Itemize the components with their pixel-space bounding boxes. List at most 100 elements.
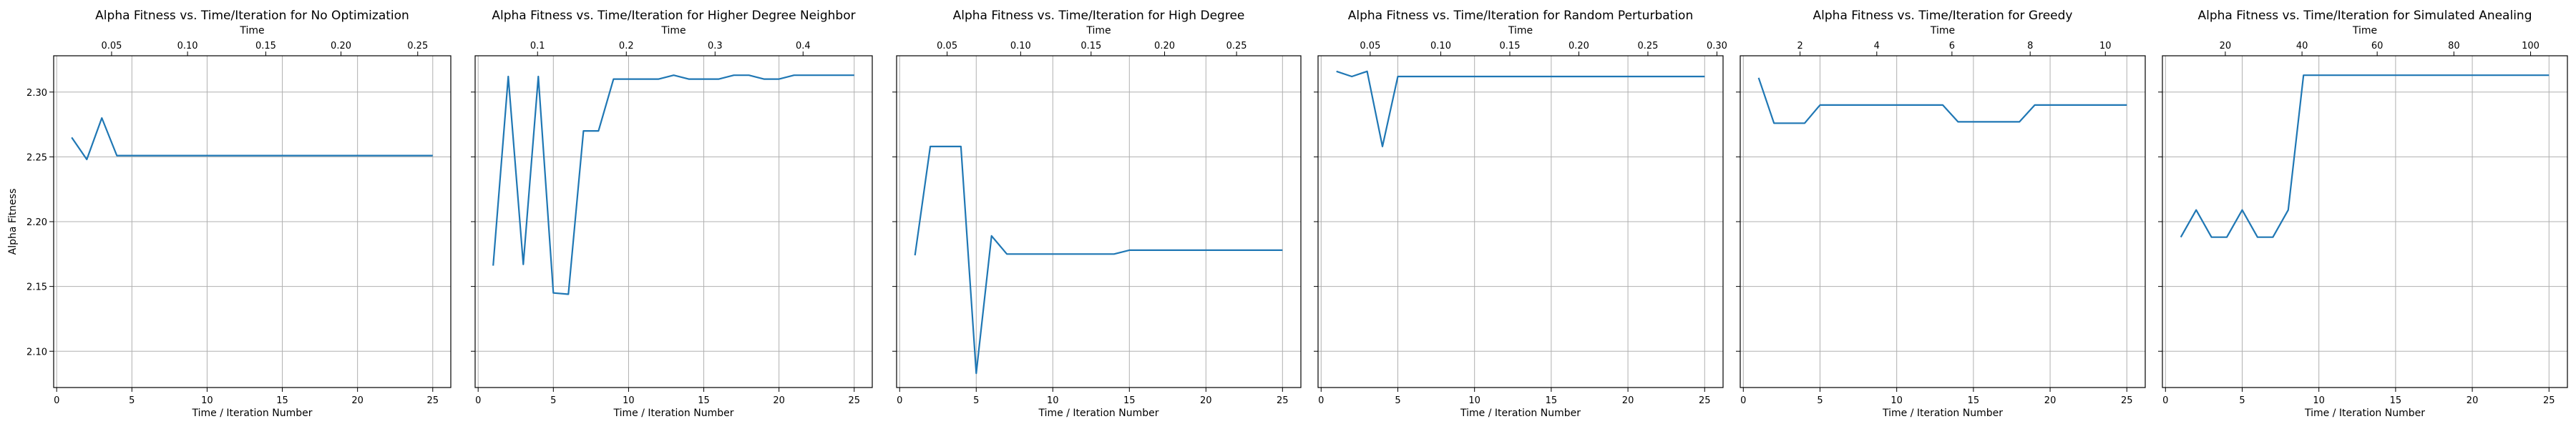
x-tick-label: 0 <box>54 395 59 406</box>
x-tick-label: 10 <box>1047 395 1059 406</box>
top-tick-label: 10 <box>2099 41 2112 51</box>
x-tick-label: 5 <box>1817 395 1823 406</box>
x-tick-label: 25 <box>2121 395 2133 406</box>
x-tick-label: 25 <box>426 395 439 406</box>
chart-title: Alpha Fitness vs. Time/Iteration for Ran… <box>1348 9 1693 23</box>
top-axis-label: Time <box>1508 25 1533 36</box>
series-line-1 <box>914 145 1283 375</box>
chart-panel-1: 0 5 10 15 20 25 0.05 0.10 0.15 0.20 0.25 2.10 2.15 2.… <box>7 9 452 419</box>
top-axis-label: Time <box>1930 25 1955 36</box>
x-tick-label: 5 <box>973 395 979 406</box>
x-tick-label: 0 <box>475 395 481 406</box>
chart-title: Alpha Fitness vs. Time/Iteration for No … <box>95 9 409 23</box>
x-axis-label: Time / Iteration Number <box>613 408 734 419</box>
top-tick-label: 0.15 <box>1500 41 1521 51</box>
top-tick-label: 40 <box>2296 41 2308 51</box>
chart-title: Alpha Fitness vs. Time/Iteration for Gre… <box>1813 9 2073 23</box>
top-tick-label: 0.20 <box>331 41 351 51</box>
chart-panel-2: 0 5 10 15 20 25 0.1 0.2 0.3 0.4 Alpha Fitness vs. … <box>471 9 873 419</box>
top-tick-label: 0.10 <box>1430 41 1451 51</box>
top-axis-label: Time <box>1085 25 1111 36</box>
top-tick-label: 0.05 <box>937 41 957 51</box>
x-tick-label: 15 <box>276 395 288 406</box>
series-line-1 <box>2180 74 2550 238</box>
y-axis-label: Alpha Fitness <box>7 189 19 255</box>
x-tick-label: 10 <box>1468 395 1480 406</box>
x-tick-label: 20 <box>1200 395 1212 406</box>
x-tick-label: 20 <box>351 395 364 406</box>
top-tick-label: 0.25 <box>1637 41 1658 51</box>
series-line-1 <box>492 74 854 295</box>
y-tick-label: 2.15 <box>26 282 47 293</box>
x-tick-label: 20 <box>2467 395 2479 406</box>
x-tick-label: 5 <box>2239 395 2245 406</box>
x-tick-label: 15 <box>698 395 710 406</box>
top-tick-label: 0.2 <box>619 41 634 51</box>
top-tick-label: 0.20 <box>1154 41 1175 51</box>
top-tick-label: 0.15 <box>1080 41 1101 51</box>
x-tick-label: 25 <box>1699 395 1711 406</box>
chart-panel-4: 0 5 10 15 20 25 0.05 0.10 0.15 0.20 0.25 0.30 Alpha … <box>1314 9 1727 419</box>
x-tick-label: 10 <box>2313 395 2325 406</box>
x-tick-label: 5 <box>129 395 135 406</box>
top-axis-label: Time <box>239 25 264 36</box>
top-tick-label: 2 <box>1797 41 1802 51</box>
top-tick-label: 20 <box>2220 41 2232 51</box>
x-axis-label: Time / Iteration Number <box>1038 408 1159 419</box>
x-tick-label: 15 <box>1968 395 1980 406</box>
chart-title: Alpha Fitness vs. Time/Iteration for Sim… <box>2198 9 2532 23</box>
chart-title: Alpha Fitness vs. Time/Iteration for Hig… <box>953 9 1245 23</box>
top-tick-label: 0.4 <box>796 41 811 51</box>
x-tick-label: 20 <box>1622 395 1634 406</box>
y-tick-label: 2.10 <box>26 347 47 358</box>
series-line-1 <box>1336 70 1705 147</box>
x-tick-label: 10 <box>201 395 213 406</box>
x-tick-label: 25 <box>1277 395 1289 406</box>
x-tick-label: 0 <box>2162 395 2168 406</box>
series-line-1 <box>71 117 433 161</box>
top-tick-label: 0.10 <box>177 41 198 51</box>
chart-panel-5: 0 5 10 15 20 25 2 4 6 8 10 Alpha Fitness vs. Time/I… <box>1736 9 2146 419</box>
x-tick-label: 15 <box>2390 395 2402 406</box>
x-tick-label: 10 <box>623 395 635 406</box>
top-tick-label: 0.10 <box>1010 41 1031 51</box>
x-axis-label: Time / Iteration Number <box>1882 408 2003 419</box>
top-tick-label: 0.1 <box>530 41 545 51</box>
x-tick-label: 0 <box>897 395 902 406</box>
top-tick-label: 0.25 <box>1226 41 1247 51</box>
top-tick-label: 0.05 <box>1360 41 1380 51</box>
top-tick-label: 100 <box>2522 41 2540 51</box>
x-tick-label: 20 <box>2044 395 2057 406</box>
top-tick-label: 8 <box>2027 41 2033 51</box>
x-axis-label: Time / Iteration Number <box>1460 408 1581 419</box>
y-tick-label: 2.30 <box>26 88 47 99</box>
top-tick-label: 0.3 <box>708 41 723 51</box>
x-tick-label: 0 <box>1740 395 1746 406</box>
x-tick-label: 25 <box>848 395 860 406</box>
chart-panel-6: 0 5 10 15 20 25 20 40 60 80 100 Alpha Fitness vs. T… <box>2158 9 2568 419</box>
top-tick-label: 0.30 <box>1707 41 1727 51</box>
x-tick-label: 25 <box>2543 395 2555 406</box>
x-tick-label: 5 <box>550 395 556 406</box>
x-axis-label: Time / Iteration Number <box>192 408 313 419</box>
y-tick-label: 2.20 <box>26 217 47 228</box>
chart-title: Alpha Fitness vs. Time/Iteration for Hig… <box>492 9 855 23</box>
top-tick-label: 6 <box>1949 41 1955 51</box>
top-tick-label: 80 <box>2448 41 2460 51</box>
top-tick-label: 4 <box>1874 41 1880 51</box>
top-tick-label: 0.05 <box>101 41 122 51</box>
x-tick-label: 5 <box>1395 395 1400 406</box>
x-axis-label: Time / Iteration Number <box>2304 408 2425 419</box>
series-line-1 <box>1757 77 2127 124</box>
chart-panel-3: 0 5 10 15 20 25 0.05 0.10 0.15 0.20 0.25 Alpha Fitn… <box>892 9 1302 419</box>
top-tick-label: 0.25 <box>407 41 428 51</box>
top-tick-label: 0.15 <box>255 41 276 51</box>
top-axis-label: Time <box>2352 25 2377 36</box>
x-tick-label: 15 <box>1546 395 1558 406</box>
y-tick-label: 2.25 <box>26 152 47 163</box>
x-tick-label: 0 <box>1318 395 1324 406</box>
top-tick-label: 60 <box>2371 41 2384 51</box>
x-tick-label: 15 <box>1123 395 1136 406</box>
top-tick-label: 0.20 <box>1568 41 1589 51</box>
